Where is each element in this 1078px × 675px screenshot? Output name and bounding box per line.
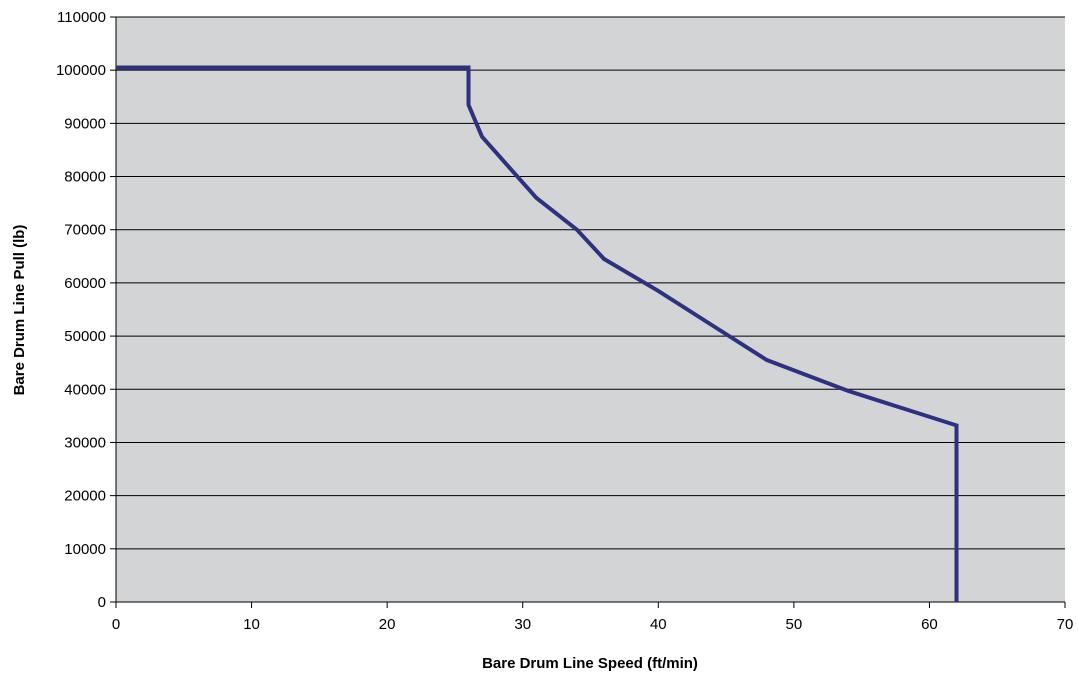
y-tick-label: 80000: [64, 169, 106, 186]
series-group: [116, 65, 959, 602]
x-axis-title: Bare Drum Line Speed (ft/min): [482, 655, 698, 672]
y-axis-title: Bare Drum Line Pull (lb): [11, 225, 28, 396]
y-tick-label: 10000: [64, 541, 106, 558]
x-tick-label: 60: [921, 616, 938, 633]
y-tick-label: 90000: [64, 115, 106, 132]
x-tick-label: 40: [650, 616, 667, 633]
series-line: [116, 65, 959, 602]
y-tick-label: 100000: [56, 62, 106, 79]
y-tick-labels: 0 10000 20000 30000 40000 50000 60000 70000 8000…: [56, 9, 106, 611]
y-tick-label: 20000: [64, 488, 106, 505]
y-tick-label: 70000: [64, 222, 106, 239]
y-tick-label: 60000: [64, 275, 106, 292]
y-tick-label: 50000: [64, 328, 106, 345]
x-tick-label: 50: [786, 616, 803, 633]
axes: [110, 16, 1066, 608]
x-tick-label: 0: [112, 616, 120, 633]
y-tick-label: 0: [98, 594, 106, 611]
x-tick-label: 10: [243, 616, 260, 633]
gridlines: [116, 16, 1065, 550]
plot-area: [116, 17, 1065, 602]
y-tick-label: 40000: [64, 381, 106, 398]
y-tick-label: 110000: [57, 9, 106, 26]
x-tick-label: 30: [514, 616, 531, 633]
y-tick-label: 30000: [64, 434, 106, 451]
x-tick-labels: 0 10 20 30 40 50 60 70: [112, 616, 1074, 633]
x-tick-label: 20: [379, 616, 396, 633]
x-tick-label: 70: [1057, 616, 1074, 633]
